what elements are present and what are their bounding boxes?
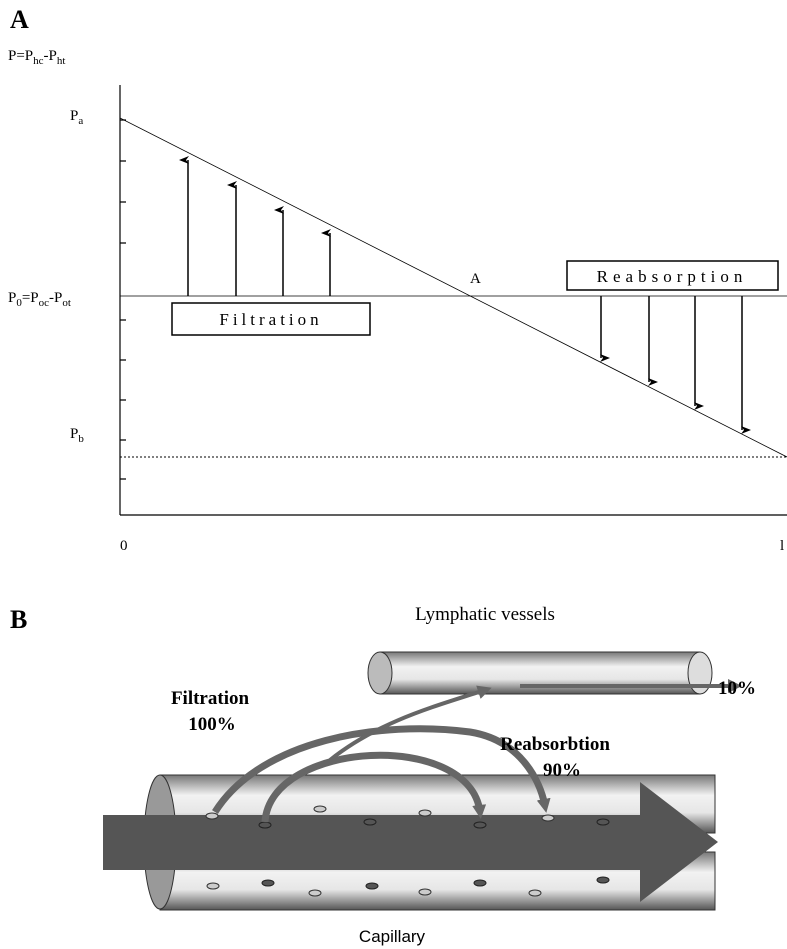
tick-label: P0=Poc-Pot [8,290,71,309]
panel-label: B [10,605,27,634]
lymphatic-label: Lymphatic vessels [415,604,555,625]
tick-label: Pb [70,426,84,445]
axes [119,85,787,516]
arrows [179,156,751,434]
panel-label: A [10,5,29,34]
flow-label: 90% [543,760,581,781]
reabsorption-box [566,260,779,291]
x-label: 0 [120,538,128,554]
lymphatic-vessel [367,651,742,695]
filtration-box [171,302,371,336]
flow-label: Filtration [171,688,250,709]
box-label: Reabsorption [597,267,748,286]
percent-label: 10% [718,678,756,699]
flow-label: 100% [188,714,236,735]
tick-label: Pa [70,108,83,127]
capillary [103,774,718,911]
x-label: l [780,538,784,554]
y-axis-label: P=Phc-Pht [8,48,65,67]
flow-arrows [212,685,551,823]
flow-label: Reabsorbtion [500,734,610,755]
capillary-label: Capillary [359,927,426,946]
crossing-label: A [470,271,481,287]
box-label: Filtration [219,310,322,329]
pressure-lines [119,117,787,458]
